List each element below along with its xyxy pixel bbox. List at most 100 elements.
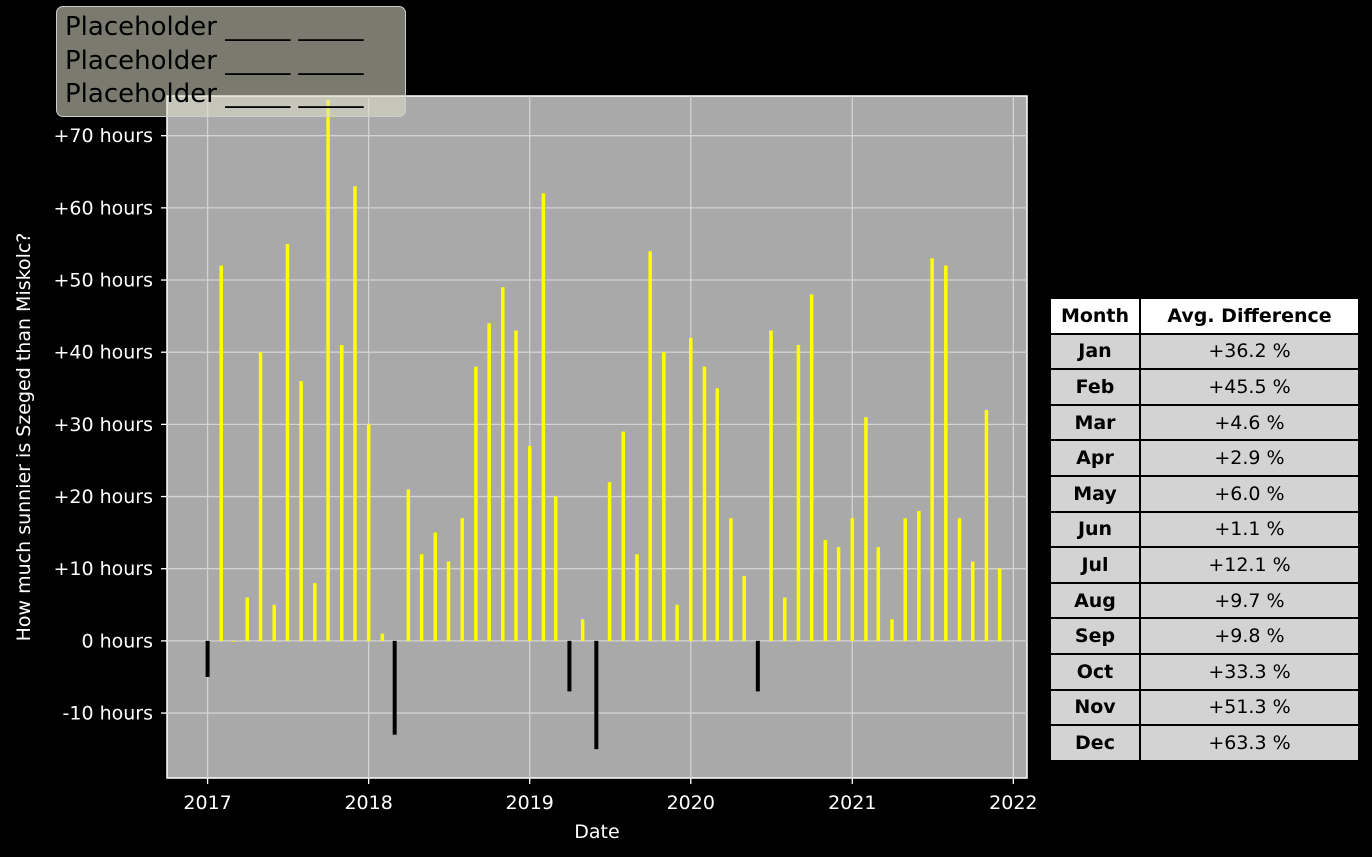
bar <box>501 287 505 641</box>
bar <box>231 640 236 642</box>
x-tick-label: 2019 <box>506 792 554 814</box>
bar <box>339 344 344 641</box>
bar <box>836 547 841 641</box>
month-cell: Jul <box>1049 546 1141 584</box>
bar <box>823 539 828 641</box>
table-row: May +6.0 % <box>1049 474 1360 513</box>
avg-difference-cell: +12.1 % <box>1139 546 1360 584</box>
legend-entry: Placeholder _____ _____ <box>65 12 364 42</box>
x-axis-label: Date <box>574 821 619 843</box>
y-tick-label: +70 hours <box>53 125 153 147</box>
bar <box>769 330 773 641</box>
table-row: Mar +4.6 % <box>1049 403 1360 442</box>
month-cell: Jan <box>1049 332 1141 371</box>
table-row: Oct +33.3 % <box>1049 652 1360 691</box>
y-tick-label: -10 hours <box>63 703 154 725</box>
bar <box>446 561 451 641</box>
table-row: Jan +36.2 % <box>1049 332 1360 371</box>
bar <box>487 323 491 641</box>
bar <box>944 265 948 641</box>
bar <box>715 388 719 641</box>
bar <box>353 186 357 641</box>
month-cell: Aug <box>1049 581 1141 620</box>
bar <box>313 583 317 641</box>
bar <box>326 99 330 641</box>
bar <box>621 431 626 641</box>
avg-difference-cell: +33.3 % <box>1139 652 1360 691</box>
month-cell: Nov <box>1049 688 1141 727</box>
table-row: Apr +2.9 % <box>1049 439 1360 477</box>
bar <box>864 417 868 641</box>
bar <box>662 352 666 641</box>
x-axis-ticks: 2017 2018 2019 2020 2021 2022 <box>183 778 1038 814</box>
avg-difference-cell: +9.8 % <box>1139 617 1360 655</box>
y-tick-label: +20 hours <box>53 486 153 508</box>
avg-difference-cell: +45.5 % <box>1139 368 1360 406</box>
table-row: Sep +9.8 % <box>1049 617 1360 655</box>
bar <box>527 446 532 641</box>
bar <box>406 489 411 641</box>
bar <box>299 381 303 641</box>
bar <box>876 547 881 641</box>
table-row: Jun +1.1 % <box>1049 510 1360 549</box>
month-cell: Mar <box>1049 403 1141 442</box>
bar <box>541 193 546 641</box>
avg-difference-cell: +2.9 % <box>1139 439 1360 477</box>
y-axis-ticks: +70 hours +60 hours +50 hours +40 hours +30 … <box>53 125 167 725</box>
avg-difference-cell: +9.7 % <box>1139 581 1360 620</box>
bar <box>742 575 746 641</box>
table-row: Jul +12.1 % <box>1049 546 1360 584</box>
bar <box>783 597 787 641</box>
bar <box>245 597 250 641</box>
avg-difference-cell: +36.2 % <box>1139 332 1360 371</box>
bars-group <box>205 99 1002 750</box>
month-cell: Feb <box>1049 368 1141 406</box>
bar <box>970 561 975 641</box>
table-header-row: Month Avg. Difference <box>1049 297 1360 335</box>
bar <box>903 518 907 641</box>
bar <box>514 330 518 641</box>
bar <box>957 518 962 641</box>
bar <box>419 554 424 641</box>
month-header: Month <box>1049 297 1141 335</box>
avg-difference-cell: +63.3 % <box>1139 724 1360 762</box>
y-tick-label: +50 hours <box>53 270 153 292</box>
bar <box>796 344 801 641</box>
x-tick-label: 2022 <box>989 792 1037 814</box>
bar <box>997 568 1002 641</box>
bar <box>729 518 733 641</box>
bar <box>366 424 371 641</box>
avg-difference-header: Avg. Difference <box>1139 297 1360 335</box>
y-tick-label: +40 hours <box>53 342 153 364</box>
bar <box>850 518 855 641</box>
x-tick-label: 2020 <box>667 792 715 814</box>
month-cell: Apr <box>1049 439 1141 477</box>
bar <box>930 258 934 641</box>
bar <box>890 619 894 641</box>
table-row: Aug +9.7 % <box>1049 581 1360 620</box>
bar <box>285 243 290 641</box>
monthly-difference-table: Month Avg. Difference Jan +36.2 % Feb +45.5… <box>1049 297 1360 762</box>
legend-entry: Placeholder _____ _____ <box>65 79 364 109</box>
avg-difference-cell: +1.1 % <box>1139 510 1360 549</box>
bar <box>460 518 464 641</box>
y-axis-label: How much sunnier is Szeged than Miskolc? <box>13 233 35 642</box>
month-cell: Dec <box>1049 724 1141 762</box>
avg-difference-cell: +4.6 % <box>1139 403 1360 442</box>
bar <box>635 554 639 641</box>
month-cell: May <box>1049 474 1141 513</box>
y-tick-label: +30 hours <box>53 414 153 436</box>
x-tick-label: 2017 <box>183 792 231 814</box>
table-row: Dec +63.3 % <box>1049 724 1360 762</box>
bar <box>689 337 693 641</box>
table-row: Nov +51.3 % <box>1049 688 1360 727</box>
month-cell: Sep <box>1049 617 1141 655</box>
y-tick-label: 0 hours <box>81 630 153 652</box>
bar <box>809 294 814 641</box>
bar <box>594 640 599 750</box>
bar <box>648 251 652 641</box>
bar <box>580 619 585 641</box>
x-tick-label: 2018 <box>344 792 392 814</box>
legend-entry: Placeholder _____ _____ <box>65 45 364 76</box>
